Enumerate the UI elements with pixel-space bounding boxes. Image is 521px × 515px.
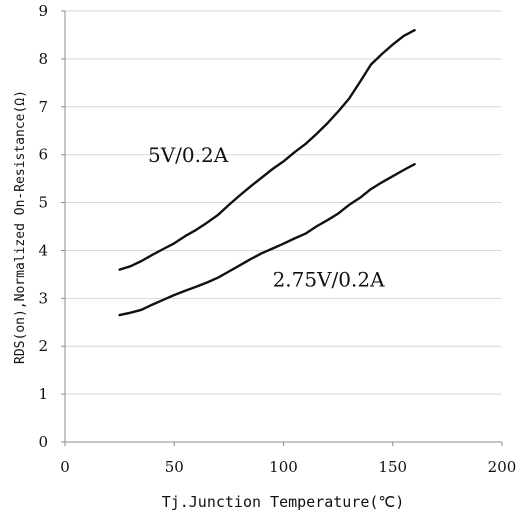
x-tick-labels: 0 50 100 150 200 bbox=[60, 458, 516, 476]
grid-lines bbox=[65, 10, 502, 395]
x-tick-label-200: 200 bbox=[488, 458, 517, 476]
y-tick-label-9: 9 bbox=[38, 2, 48, 20]
annotations: 5V/0.2A 2.75V/0.2A bbox=[148, 143, 385, 292]
x-tick-label-100: 100 bbox=[269, 458, 298, 476]
y-axis-title: RDS(on),Normalized On-Resistance(Ω) bbox=[13, 90, 28, 364]
axes bbox=[61, 10, 503, 446]
series-annotation-1: 5V/0.2A bbox=[148, 143, 229, 167]
y-tick-label-1: 1 bbox=[38, 385, 48, 403]
y-tick-label-8: 8 bbox=[38, 50, 48, 68]
y-tick-label-3: 3 bbox=[38, 289, 48, 307]
x-tick-label-50: 50 bbox=[165, 458, 184, 476]
y-tick-label-2: 2 bbox=[38, 337, 48, 355]
x-tick-label-0: 0 bbox=[60, 458, 70, 476]
series-line-2 bbox=[118, 162, 416, 317]
series-lines bbox=[118, 29, 416, 317]
y-tick-label-5: 5 bbox=[38, 194, 48, 212]
series-annotation-2: 2.75V/0.2A bbox=[273, 267, 386, 291]
y-tick-label-6: 6 bbox=[38, 146, 48, 164]
y-tick-label-0: 0 bbox=[38, 433, 48, 451]
y-tick-label-4: 4 bbox=[38, 241, 48, 259]
y-tick-label-7: 7 bbox=[38, 98, 48, 116]
y-tick-labels: 0 1 2 3 4 5 6 7 8 9 bbox=[38, 2, 48, 451]
series-line-1 bbox=[118, 29, 416, 271]
x-axis-title: Tj.Junction Temperature(℃) bbox=[162, 493, 405, 511]
x-tick-label-150: 150 bbox=[378, 458, 407, 476]
